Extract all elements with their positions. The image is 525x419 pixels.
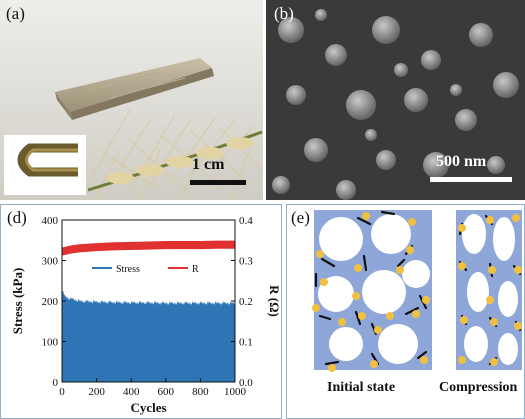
stress-area (62, 290, 235, 382)
y2-tick-label: 0.3 (239, 256, 253, 268)
panel-label-b: (b) (274, 4, 294, 23)
caption-initial-state: Initial state (327, 380, 396, 395)
sem-image (266, 0, 525, 200)
legend-r-label: R (192, 264, 199, 275)
y2-tick-label: 0.2 (239, 296, 253, 308)
panel-d-chart: (d) 0 200 400 600 800 1000 0 100 200 300 400 0.0 0.1… (0, 204, 282, 419)
panel-b-sem: (b) 500 nm (266, 0, 525, 200)
y2-tick-label: 0.0 (239, 377, 253, 389)
network-schematic (312, 210, 522, 372)
initial-state-diagram (312, 210, 432, 372)
y2-axis-label: R (Ω) (267, 285, 282, 317)
sample-photo (0, 0, 263, 200)
y-tick-label: 400 (42, 215, 59, 227)
x-tick-label: 200 (88, 386, 105, 398)
scale-bar-a (190, 180, 246, 185)
panel-e-schematic: (e) (286, 204, 525, 419)
panel-label-e: (e) (291, 208, 310, 227)
x-tick-label: 0 (59, 386, 65, 398)
panel-label-d: (d) (7, 208, 27, 227)
y-tick-label: 200 (42, 296, 59, 308)
stress-resistance-chart: 0 200 400 600 800 1000 0 100 200 300 400 0.0 0.1 0.2 0… (10, 215, 282, 415)
resistance-band (62, 240, 235, 256)
x-tick-label: 800 (192, 386, 209, 398)
legend-stress-label: Stress (116, 264, 140, 275)
scale-bar-label-b: 500 nm (436, 153, 487, 170)
y-tick-label: 100 (42, 337, 59, 349)
y2-tick-label: 0.1 (239, 337, 253, 349)
scale-bar-label-a: 1 cm (192, 156, 225, 173)
x-tick-label: 400 (123, 386, 140, 398)
y-tick-label: 300 (42, 256, 59, 268)
compression-diagram (456, 210, 522, 370)
panel-label-a: (a) (6, 4, 25, 23)
x-axis-label: Cycles (130, 400, 166, 415)
x-tick-label: 1000 (224, 386, 247, 398)
caption-compression: Compression (439, 380, 518, 395)
scale-bar-b (430, 177, 512, 182)
panel-a-photo: (a) 1 cm (0, 0, 263, 200)
y2-tick-label: 0.4 (239, 215, 253, 227)
y-tick-label: 0 (53, 377, 59, 389)
x-tick-label: 600 (158, 386, 175, 398)
y-axis-label: Stress (kPa) (10, 268, 25, 335)
